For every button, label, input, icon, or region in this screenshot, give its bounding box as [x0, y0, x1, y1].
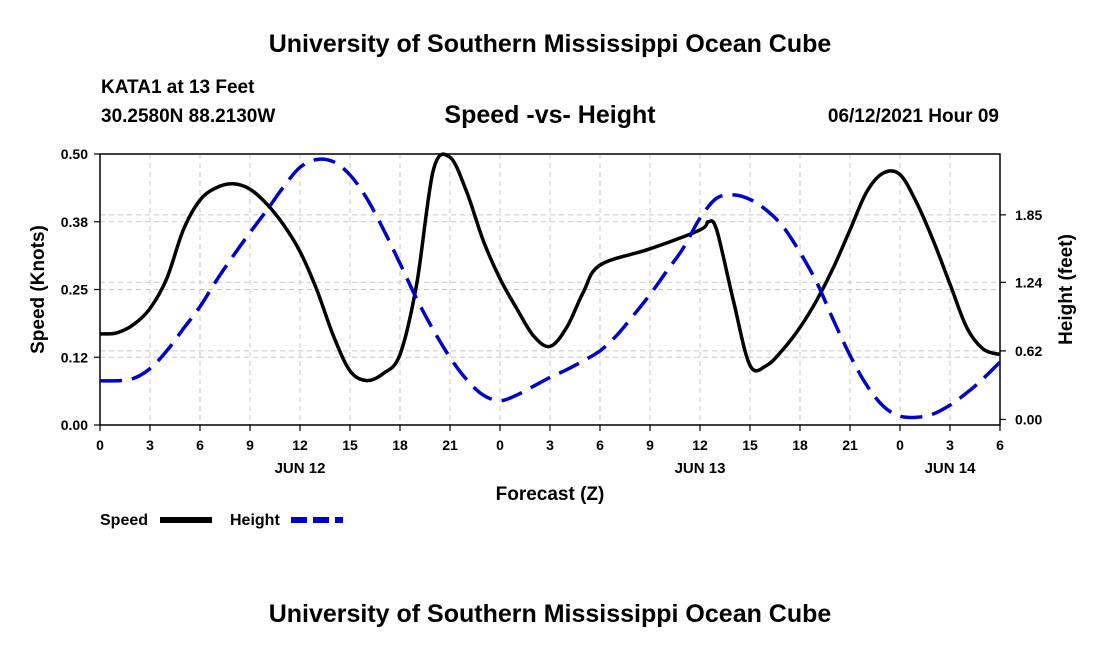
- footer-title: University of Southern Mississippi Ocean…: [268, 600, 832, 628]
- x-tick-label: 3: [946, 437, 954, 453]
- y-tick-label: 0.12: [61, 349, 88, 365]
- page-title: University of Southern Mississippi Ocean…: [268, 30, 832, 58]
- height-series-line: [100, 157, 1000, 420]
- x-tick-label: 6: [596, 437, 604, 453]
- x-tick-label: 12: [292, 437, 308, 453]
- x-tick-label: 12: [692, 437, 708, 453]
- x-tick-label: 9: [646, 437, 654, 453]
- date-label: JUN 13: [675, 460, 726, 477]
- date-label: JUN 14: [925, 460, 977, 477]
- y-tick-label: 0.38: [61, 214, 88, 230]
- y-tick-label: 0.50: [61, 146, 88, 162]
- x-tick-label: 15: [342, 437, 358, 453]
- x-tick-label: 0: [96, 437, 104, 453]
- speed-series-line: [100, 152, 1000, 383]
- y2-tick-label: 1.24: [1015, 274, 1042, 290]
- x-tick-label: 3: [146, 437, 154, 453]
- x-tick-label: 18: [392, 437, 408, 453]
- date-label: JUN 12: [275, 460, 326, 477]
- chart-subtitle: Speed -vs- Height: [444, 101, 656, 129]
- x-tick-label: 21: [442, 437, 458, 453]
- station-label: KATA1 at 13 Feet: [101, 77, 255, 98]
- x-tick-label: 6: [196, 437, 204, 453]
- x-tick-label: 3: [546, 437, 554, 453]
- y2-tick-label: 0.00: [1015, 411, 1042, 427]
- x-axis-label: Forecast (Z): [496, 484, 605, 505]
- x-tick-label: 9: [246, 437, 254, 453]
- legend-speed-label: Speed: [100, 512, 148, 529]
- x-tick-label: 15: [742, 437, 758, 453]
- y2-axis-label: Height (feet): [1056, 234, 1077, 345]
- x-tick-label: 21: [842, 437, 858, 453]
- y2-tick-label: 0.62: [1015, 343, 1042, 359]
- x-tick-label: 18: [792, 437, 808, 453]
- forecast-timestamp: 06/12/2021 Hour 09: [827, 106, 999, 127]
- legend-height-label: Height: [230, 512, 280, 529]
- y-tick-label: 0.00: [61, 417, 88, 433]
- station-coordinates: 30.2580N 88.2130W: [101, 106, 276, 127]
- x-tick-label: 0: [896, 437, 904, 453]
- y-axis-label: Speed (Knots): [28, 225, 49, 354]
- x-tick-label: 0: [496, 437, 504, 453]
- y2-tick-label: 1.85: [1015, 207, 1042, 223]
- x-tick-label: 6: [996, 437, 1004, 453]
- y-tick-label: 0.25: [61, 282, 88, 298]
